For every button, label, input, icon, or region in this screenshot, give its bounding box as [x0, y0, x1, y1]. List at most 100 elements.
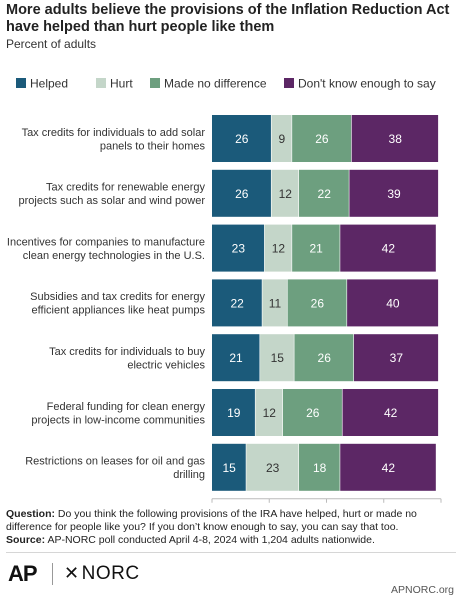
category-label-line: Incentives for companies to manufacture	[7, 236, 205, 248]
source-label: Source:	[6, 534, 46, 546]
bar-segment-hurt	[264, 224, 292, 272]
category-label-line: clean energy technologies in the U.S.	[23, 250, 205, 262]
data-label-don-t-know-enough-to-say: 37	[390, 351, 404, 365]
data-label-helped: 22	[231, 296, 245, 310]
bar-segment-hurt	[271, 115, 292, 162]
data-label-helped: 23	[232, 242, 246, 256]
chart-legend: Helped Hurt Made no difference Don't know e…	[16, 77, 436, 91]
category-label-line: Tax credits for renewable energy	[46, 182, 205, 194]
chart-title: More adults believe the provisions of th…	[6, 2, 450, 35]
category-label: Subsidies and tax credits for energy effi…	[30, 291, 205, 317]
category-label-line: electric vehicles	[127, 359, 205, 371]
category-label-line: projects in low-income communities	[31, 414, 205, 426]
bar-segment-made-no-difference	[292, 115, 352, 162]
bar-segment-hurt	[255, 389, 283, 436]
data-label-made-no-difference: 26	[311, 296, 325, 310]
question-text: Do you think the following provisions of…	[6, 508, 417, 533]
bar-segment-don-t-know-enough-to-say	[340, 224, 436, 272]
bar-segment-helped	[212, 389, 255, 436]
bar-segment-don-t-know-enough-to-say	[347, 279, 439, 327]
category-label-line: Federal funding for clean energy	[47, 401, 206, 413]
bar-segment-made-no-difference	[282, 389, 342, 436]
data-label-hurt: 9	[279, 132, 286, 146]
category-label-line: Restrictions on leases for oil and gas	[25, 456, 205, 468]
bar-segment-helped	[212, 169, 271, 217]
legend-label-made-no-difference: Made no difference	[164, 77, 267, 91]
data-label-helped: 15	[222, 461, 236, 475]
stacked-bar-chart: Helped Hurt Made no difference Don't know e…	[7, 77, 442, 503]
norc-star-icon: ✕	[64, 563, 80, 583]
data-label-don-t-know-enough-to-say: 42	[382, 242, 396, 256]
bar-segment-helped	[212, 334, 260, 382]
bar-segment-made-no-difference	[299, 443, 340, 491]
bar-segment-made-no-difference	[299, 169, 349, 217]
legend-swatch-don-t-know-enough-to-say	[284, 78, 294, 88]
legend-label-don-t-know-enough-to-say: Don't know enough to say	[298, 77, 436, 91]
data-label-helped: 26	[235, 187, 249, 201]
category-label-line: Tax credits for individuals to add solar	[22, 127, 206, 139]
norc-logo-text: NORC	[81, 563, 140, 584]
category-label-line: drilling	[173, 469, 205, 481]
data-label-don-t-know-enough-to-say: 42	[384, 406, 398, 420]
legend-label-helped: Helped	[30, 77, 68, 91]
data-label-hurt: 11	[269, 296, 282, 310]
data-label-don-t-know-enough-to-say: 40	[386, 296, 400, 310]
category-label-line: projects such as solar and wind power	[19, 195, 206, 207]
data-label-made-no-difference: 21	[310, 242, 324, 256]
logo-divider	[52, 563, 53, 585]
category-label: Tax credits for individuals to buy electr…	[49, 346, 205, 372]
bar-segment-hurt	[260, 334, 294, 382]
category-label-line: panels to their homes	[100, 140, 206, 152]
data-label-don-t-know-enough-to-say: 38	[389, 132, 403, 146]
data-label-helped: 26	[235, 132, 249, 146]
data-label-helped: 19	[227, 406, 241, 420]
bar-segment-helped	[212, 115, 271, 162]
x-axis: 0255075100%	[211, 498, 442, 503]
category-label: Federal funding for clean energy projects…	[31, 401, 205, 427]
ap-logo: AP	[8, 561, 38, 586]
data-label-hurt: 12	[272, 242, 286, 256]
bar-segment-don-t-know-enough-to-say	[351, 115, 439, 162]
bar-segment-hurt	[262, 279, 287, 327]
data-label-hurt: 23	[266, 461, 280, 475]
data-label-made-no-difference: 18	[313, 461, 327, 475]
bar-segment-made-no-difference	[287, 279, 347, 327]
data-label-made-no-difference: 26	[315, 132, 329, 146]
bar-segment-don-t-know-enough-to-say	[353, 334, 439, 382]
category-label: Incentives for companies to manufacture c…	[7, 236, 205, 262]
footnote: Question: Do you think the following pro…	[6, 508, 458, 547]
site-link[interactable]: APNORC.org	[390, 584, 454, 596]
bar-segment-made-no-difference	[292, 224, 340, 272]
legend-label-hurt: Hurt	[110, 77, 133, 91]
data-label-don-t-know-enough-to-say: 42	[382, 461, 396, 475]
norc-logo: ✕ NORC	[64, 563, 140, 585]
chart-subtitle: Percent of adults	[6, 37, 97, 51]
bar-segment-don-t-know-enough-to-say	[340, 443, 436, 491]
data-label-helped: 21	[229, 351, 243, 365]
legend-swatch-helped	[16, 78, 26, 88]
data-label-hurt: 12	[263, 406, 277, 420]
category-label-line: Tax credits for individuals to buy	[49, 346, 205, 358]
data-label-hurt: 15	[271, 351, 285, 365]
data-label-made-no-difference: 26	[318, 351, 332, 365]
category-label: Tax credits for renewable energy projects…	[19, 182, 206, 208]
bar-segment-don-t-know-enough-to-say	[349, 169, 439, 217]
chart-bars: Tax credits for individuals to add solar…	[7, 115, 439, 491]
bar-segment-helped	[212, 279, 262, 327]
category-label: Tax credits for individuals to add solar…	[22, 127, 206, 153]
bar-segment-hurt	[271, 169, 299, 217]
data-label-don-t-know-enough-to-say: 39	[387, 187, 401, 201]
data-label-hurt: 12	[279, 187, 293, 201]
bar-segment-don-t-know-enough-to-say	[342, 389, 439, 436]
category-label-line: efficient appliances like heat pumps	[32, 305, 206, 317]
bar-segment-hurt	[246, 443, 299, 491]
footer-divider	[6, 552, 456, 553]
legend-swatch-hurt	[96, 78, 106, 88]
source-text: AP-NORC poll conducted April 4-8, 2024 w…	[47, 534, 375, 546]
legend-swatch-made-no-difference	[150, 78, 160, 88]
bar-segment-helped	[212, 224, 265, 272]
bar-segment-made-no-difference	[294, 334, 354, 382]
bar-segment-helped	[212, 443, 246, 491]
question-label: Question:	[6, 508, 55, 520]
category-label-line: Subsidies and tax credits for energy	[30, 291, 205, 303]
